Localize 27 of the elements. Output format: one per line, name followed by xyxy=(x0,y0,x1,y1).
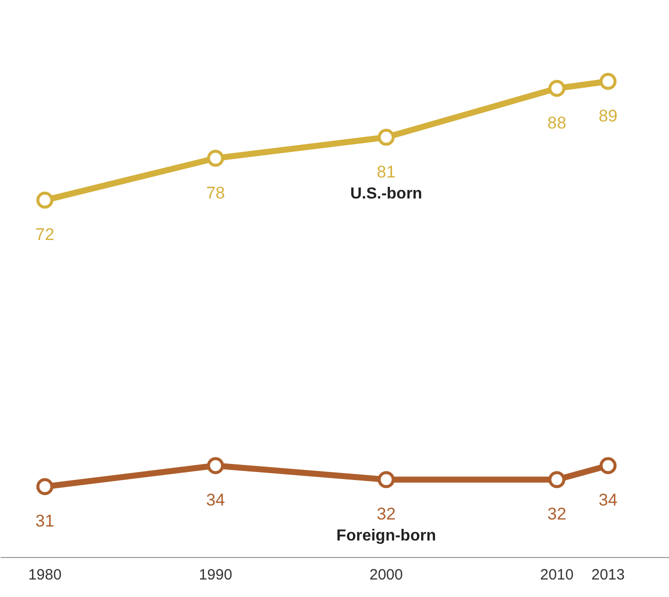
x-tick-label: 1990 xyxy=(198,566,232,584)
point xyxy=(378,128,395,146)
x-tick-label: 2010 xyxy=(540,566,574,584)
data-label: 34 xyxy=(598,490,618,510)
data-label: 32 xyxy=(376,504,396,524)
data-label: 88 xyxy=(547,113,566,132)
point xyxy=(600,457,617,474)
data-label: 78 xyxy=(206,183,226,202)
x-tick-label: 2000 xyxy=(370,566,403,584)
point xyxy=(36,478,54,496)
point xyxy=(600,72,617,90)
point xyxy=(378,471,395,488)
data-label: 32 xyxy=(547,504,566,524)
text: Foreign-born xyxy=(336,528,436,545)
point xyxy=(207,150,224,167)
data-label: 34 xyxy=(206,490,226,510)
x-tick-label: 1980 xyxy=(28,566,62,584)
data-label: 72 xyxy=(35,225,54,244)
point xyxy=(207,457,224,474)
point xyxy=(548,471,566,488)
x-tick-label: 2013 xyxy=(591,566,625,584)
data-label: 31 xyxy=(35,512,54,531)
point xyxy=(36,192,54,209)
point xyxy=(548,80,566,97)
data-label: 89 xyxy=(598,106,618,126)
data-label: 81 xyxy=(376,162,396,182)
text: U.S.-born xyxy=(350,185,422,202)
